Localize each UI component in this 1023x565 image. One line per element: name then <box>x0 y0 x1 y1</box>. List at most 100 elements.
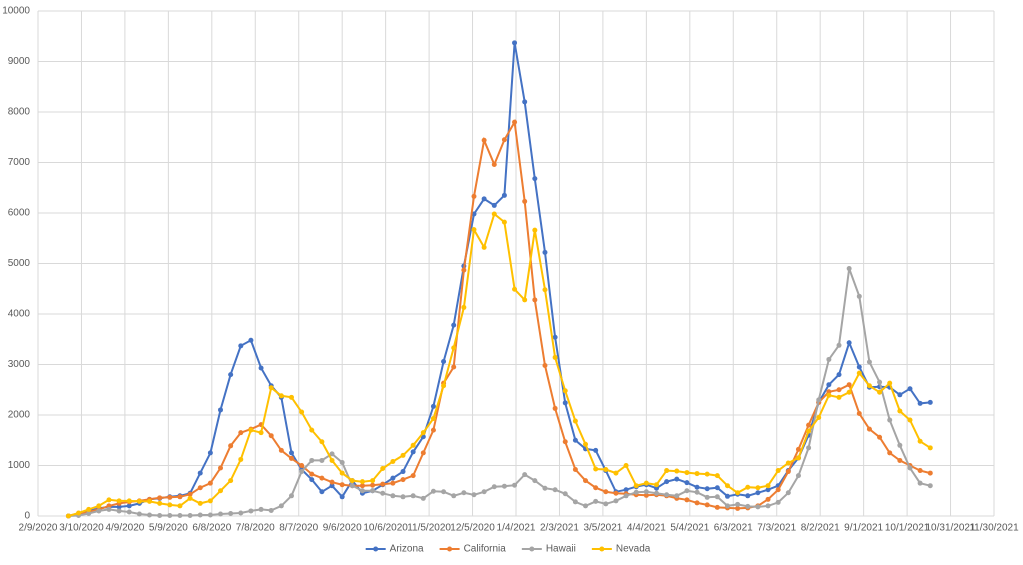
point <box>471 193 477 199</box>
point <box>532 478 538 484</box>
point <box>400 469 406 475</box>
point <box>187 512 193 518</box>
point <box>370 482 376 488</box>
point <box>583 441 589 447</box>
point <box>917 438 923 444</box>
point <box>897 408 903 414</box>
point <box>806 428 812 434</box>
point <box>197 470 203 476</box>
legend-marker <box>529 546 535 552</box>
point <box>694 500 700 506</box>
x-tick-label: 9/1/2021 <box>844 523 883 534</box>
point <box>917 468 923 474</box>
point <box>735 501 741 507</box>
x-tick-label: 5/9/2020 <box>149 523 188 534</box>
point <box>724 483 730 489</box>
point <box>400 494 406 500</box>
point <box>532 176 538 182</box>
point <box>147 498 153 504</box>
point <box>735 490 741 496</box>
point <box>390 475 396 481</box>
point <box>775 499 781 505</box>
point <box>481 196 487 202</box>
x-tick-label: 8/2/2021 <box>801 523 840 534</box>
point <box>856 370 862 376</box>
point <box>106 497 112 503</box>
point <box>207 450 213 456</box>
point <box>552 334 558 340</box>
point <box>329 451 335 457</box>
point <box>197 500 203 506</box>
point <box>228 478 234 484</box>
x-tick-label: 1/4/2021 <box>497 523 536 534</box>
y-tick-label: 7000 <box>8 157 31 168</box>
point <box>927 483 933 489</box>
point <box>410 493 416 499</box>
point <box>593 466 599 472</box>
point <box>441 383 447 389</box>
point <box>329 483 335 489</box>
point <box>278 503 284 509</box>
point <box>349 483 355 489</box>
point <box>288 455 294 461</box>
point <box>643 480 649 486</box>
point <box>228 443 234 449</box>
point <box>451 364 457 370</box>
point <box>694 484 700 490</box>
point <box>806 422 812 428</box>
y-tick-label: 8000 <box>8 107 31 118</box>
point <box>603 467 609 473</box>
point <box>765 503 771 509</box>
point <box>512 286 518 292</box>
legend-marker <box>373 546 379 552</box>
point <box>400 452 406 458</box>
point <box>238 456 244 462</box>
point <box>126 503 132 509</box>
point <box>775 487 781 493</box>
x-tick-label: 2/3/2021 <box>540 523 579 534</box>
point <box>238 430 244 436</box>
point <box>572 418 578 424</box>
point <box>248 508 254 514</box>
point <box>583 478 589 484</box>
point <box>927 399 933 405</box>
point <box>177 512 183 518</box>
point <box>654 485 660 491</box>
y-tick-label: 0 <box>24 511 30 522</box>
point <box>927 445 933 451</box>
point <box>826 392 832 398</box>
x-tick-label: 6/8/2020 <box>192 523 231 534</box>
point <box>623 463 629 468</box>
point <box>501 219 507 225</box>
point <box>167 512 173 518</box>
point <box>157 512 163 518</box>
point <box>704 471 710 477</box>
point <box>755 490 761 496</box>
point <box>309 427 315 433</box>
point <box>593 485 599 491</box>
point <box>897 442 903 448</box>
point <box>491 202 497 208</box>
point <box>136 511 142 517</box>
point <box>795 473 801 479</box>
point <box>248 337 254 343</box>
point <box>441 489 447 495</box>
x-tick-label: 2/9/2020 <box>19 523 58 534</box>
point <box>238 510 244 516</box>
point <box>806 445 812 451</box>
point <box>481 244 487 250</box>
point <box>532 297 538 303</box>
point <box>542 287 548 293</box>
point <box>207 498 213 504</box>
point <box>542 249 548 255</box>
legend-marker <box>599 546 605 552</box>
point <box>684 470 690 476</box>
point <box>856 364 862 370</box>
point <box>390 480 396 486</box>
point <box>451 322 457 328</box>
point <box>785 490 791 496</box>
point <box>572 467 578 473</box>
point <box>562 439 568 445</box>
point <box>623 493 629 499</box>
